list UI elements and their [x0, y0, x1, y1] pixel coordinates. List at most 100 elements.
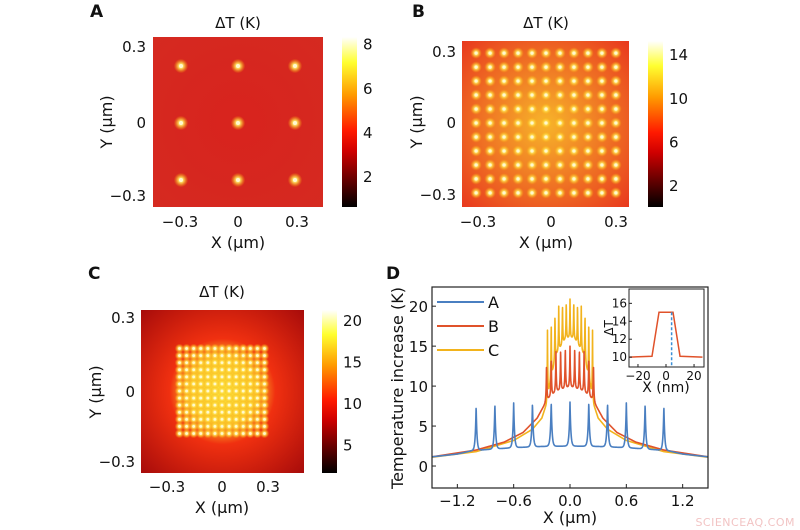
panel-label: D [386, 264, 400, 284]
colorbar-tick: 6 [363, 80, 373, 98]
panel-a: A ΔT (K) 8 6 4 2 −0.3 0 0.3 0.3 0 −0.3 X (μ… [90, 2, 373, 252]
x-tick: −1.2 [439, 492, 475, 510]
hotspot-dot [256, 375, 259, 379]
legend-label: A [488, 293, 499, 312]
x-tick: 0 [217, 478, 227, 496]
hotspot-dot [227, 375, 231, 379]
hotspot-dot [213, 425, 217, 428]
hotspot-dot [263, 410, 266, 414]
hotspot-dot [206, 403, 210, 407]
inset-y-label: ΔT [602, 320, 616, 336]
hotspot-dot [206, 417, 210, 421]
x-tick: 0 [233, 213, 243, 231]
colorbar-tick: 8 [363, 36, 373, 54]
hotspot-dot [488, 191, 492, 195]
hotspot-dot [614, 93, 618, 97]
hotspot-dot [178, 375, 181, 379]
hotspot-dot [192, 389, 196, 393]
hotspot-dot [213, 382, 217, 386]
hotspot-dot [263, 403, 266, 407]
y-tick: 10 [409, 378, 428, 396]
colorbar-gradient [322, 310, 337, 473]
x-tick: 0.3 [256, 478, 280, 496]
hotspot-dot [488, 79, 492, 83]
hotspot-dot [614, 79, 618, 83]
hotspot-dot [178, 177, 184, 183]
hotspot-dot [488, 65, 492, 69]
hotspot-dot [206, 361, 210, 365]
hotspot-dot [227, 347, 231, 350]
hotspot-dot [600, 121, 604, 125]
hotspot-dot [263, 432, 266, 435]
hotspot-dot [213, 417, 217, 421]
hotspot-dot [178, 354, 181, 357]
hotspot-dot [544, 163, 548, 167]
hotspot-dot [213, 403, 217, 407]
hotspot-dot [544, 135, 548, 139]
hotspot-dot [256, 389, 259, 393]
hotspot-dot [213, 410, 217, 414]
x-tick: −0.6 [495, 492, 531, 510]
hotspot-dot [474, 65, 478, 69]
hotspot-dot [474, 177, 478, 181]
hotspot-dot [614, 121, 618, 125]
legend: ABC [437, 293, 499, 360]
x-tick: −0.3 [162, 213, 198, 231]
hotspot-dot [256, 368, 259, 372]
hotspot-dot [502, 191, 506, 195]
hotspot-dot [220, 396, 224, 400]
hotspot-dot [220, 425, 224, 428]
hotspot-dot [256, 403, 259, 407]
hotspot-dot [586, 135, 590, 139]
x-tick: 0.0 [558, 492, 582, 510]
hotspot-dot [185, 361, 188, 365]
hotspot-dot [256, 417, 259, 421]
legend-label: B [488, 317, 499, 336]
hotspot-dot [248, 432, 252, 435]
hotspot-dot [235, 120, 241, 126]
hotspot-dot [199, 432, 203, 435]
hotspot-dot [199, 417, 203, 421]
hotspot-dot [530, 107, 534, 111]
hotspot-dot [516, 163, 520, 167]
inset-line [629, 311, 703, 358]
hotspot-dot [544, 79, 548, 83]
hotspot-dot [213, 368, 217, 372]
hotspot-dot [248, 417, 252, 421]
inset-y-tick: 12 [612, 332, 627, 346]
hotspot-dot [558, 107, 562, 111]
heatmap-b [462, 41, 629, 207]
hotspot-dot [502, 107, 506, 111]
hotspot-dot [488, 163, 492, 167]
hotspot-dot [474, 149, 478, 153]
hotspot-dot [558, 51, 562, 55]
hotspot-dot [572, 163, 576, 167]
x-tick: 0.3 [604, 213, 628, 231]
hotspot-dot [178, 389, 181, 393]
hotspot-dot [206, 368, 210, 372]
hotspot-dot [178, 361, 181, 365]
hotspot-dot [600, 177, 604, 181]
hotspot-dot [227, 382, 231, 386]
hotspot-dot [234, 375, 238, 379]
hotspot-dot [185, 347, 188, 350]
colorbar-tick: 15 [343, 354, 362, 372]
hotspot-dot [600, 191, 604, 195]
hotspot-dot [206, 354, 210, 357]
hotspot-dot [206, 396, 210, 400]
hotspot-dot [185, 403, 188, 407]
hotspot-dot [474, 191, 478, 195]
hotspot-dot [192, 368, 196, 372]
legend-label: C [488, 341, 499, 360]
panel-c: C ΔT (K) 20 15 10 5 −0.3 0 0.3 0.3 0 −0.3 X… [86, 264, 362, 517]
hotspot-dot [263, 382, 266, 386]
hotspot-dot [474, 51, 478, 55]
hotspot-dot [502, 177, 506, 181]
hotspot-dot [263, 361, 266, 365]
hotspot-dot [614, 191, 618, 195]
hotspot-dot [178, 410, 181, 414]
x-ticks: −1.2 −0.6 0.0 0.6 1.2 [439, 484, 695, 510]
hotspot-dot [185, 432, 188, 435]
hotspot-dot [178, 396, 181, 400]
